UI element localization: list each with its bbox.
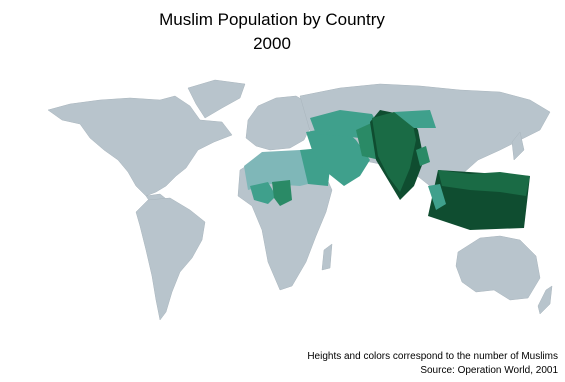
north-america bbox=[47, 95, 233, 197]
note: Heights and colors correspond to the num… bbox=[307, 351, 558, 362]
south-america bbox=[135, 197, 206, 321]
australia bbox=[455, 235, 541, 301]
new-zealand bbox=[537, 285, 553, 315]
bangladesh bbox=[416, 146, 430, 166]
asia bbox=[299, 83, 551, 197]
western-china bbox=[394, 110, 436, 128]
japan bbox=[511, 131, 525, 161]
greenland bbox=[187, 79, 246, 119]
title: Muslim Population by Country bbox=[159, 10, 385, 29]
subtitle: 2000 bbox=[253, 34, 291, 53]
malaysia bbox=[428, 184, 446, 210]
nigeria bbox=[272, 180, 292, 206]
turkey-middle-east bbox=[306, 126, 370, 186]
west-africa bbox=[250, 182, 276, 204]
pakistan-india bbox=[372, 112, 416, 192]
source: Source: Operation World, 2001 bbox=[420, 365, 558, 376]
madagascar bbox=[321, 243, 333, 271]
indonesia bbox=[438, 170, 530, 196]
world-map bbox=[47, 79, 553, 321]
